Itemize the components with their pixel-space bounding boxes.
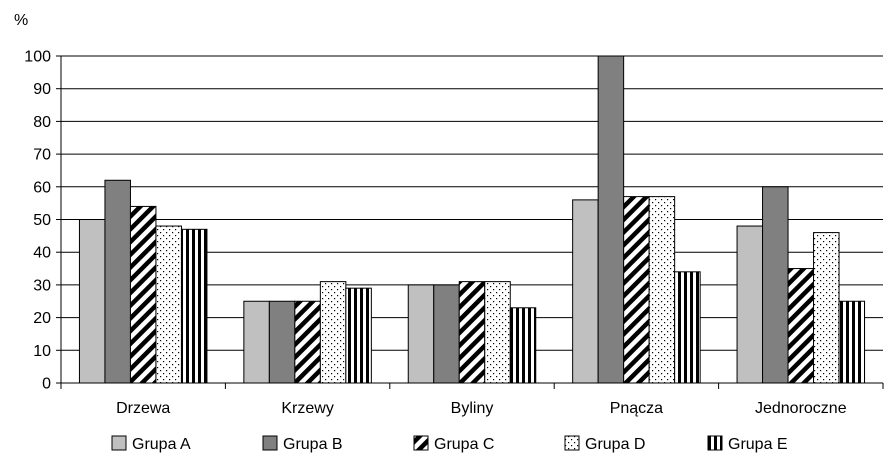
bar-5-1 bbox=[180, 228, 208, 384]
bar-2-1 bbox=[104, 179, 131, 384]
y-tick-label: 70 bbox=[33, 147, 51, 164]
y-tick-label: 100 bbox=[24, 49, 51, 66]
bar-1-5 bbox=[736, 225, 764, 384]
x-category-label: Byliny bbox=[451, 400, 494, 417]
bar-2-4 bbox=[597, 55, 625, 384]
y-tick-label: 20 bbox=[33, 310, 51, 327]
y-tick-label: 90 bbox=[33, 81, 51, 98]
bar-5-3 bbox=[509, 307, 537, 384]
legend-swatch bbox=[262, 435, 278, 451]
bar-5-2 bbox=[345, 287, 372, 384]
y-tick-label: 40 bbox=[33, 245, 51, 262]
bar-3-2 bbox=[294, 300, 321, 384]
bar-5-4 bbox=[674, 271, 701, 384]
bar-4-1 bbox=[155, 225, 182, 384]
y-axis-unit-label: % bbox=[14, 12, 28, 29]
bar-3-3 bbox=[458, 281, 486, 384]
y-tick-label: 50 bbox=[33, 212, 51, 229]
y-tick-label: 80 bbox=[33, 114, 51, 131]
bars bbox=[78, 55, 866, 384]
legend-swatch bbox=[413, 435, 429, 451]
bar-3-4 bbox=[623, 196, 650, 384]
bar-4-2 bbox=[319, 281, 347, 384]
legend-swatch bbox=[111, 435, 127, 451]
axes bbox=[60, 56, 884, 389]
x-axis-labels: Drzewa Krzewy Byliny Pnącza Jednoroczne bbox=[116, 400, 847, 417]
bar-4-4 bbox=[648, 196, 676, 384]
bar-2-5 bbox=[762, 186, 789, 384]
x-category-label: Jednoroczne bbox=[755, 400, 847, 417]
y-tick-label: 10 bbox=[33, 343, 51, 360]
bar-4-5 bbox=[813, 232, 840, 384]
y-tick-label: 60 bbox=[33, 179, 51, 196]
bar-1-2 bbox=[243, 300, 270, 384]
legend-swatch bbox=[707, 435, 723, 451]
legend-label: Grupa B bbox=[283, 436, 343, 453]
y-axis-ticks: 0 10 20 30 40 50 60 70 80 90 100 bbox=[24, 49, 61, 393]
bar-2-2 bbox=[268, 300, 296, 384]
x-category-label: Pnącza bbox=[610, 400, 663, 417]
y-tick-label: 30 bbox=[33, 277, 51, 294]
legend-label: Grupa C bbox=[434, 436, 494, 453]
bar-3-5 bbox=[787, 268, 815, 384]
bar-5-5 bbox=[838, 300, 866, 384]
legend: Grupa A Grupa B Grupa C Grupa D Grupa E bbox=[111, 435, 788, 453]
bar-3-1 bbox=[129, 205, 157, 384]
bar-1-1 bbox=[78, 219, 106, 384]
x-category-label: Krzewy bbox=[281, 400, 333, 417]
legend-label: Grupa D bbox=[585, 436, 645, 453]
bar-2-3 bbox=[433, 284, 460, 384]
bar-1-4 bbox=[572, 199, 599, 384]
legend-label: Grupa A bbox=[132, 436, 191, 453]
legend-swatch bbox=[564, 435, 580, 451]
legend-label: Grupa E bbox=[728, 436, 788, 453]
x-category-label: Drzewa bbox=[116, 400, 170, 417]
y-tick-label: 0 bbox=[42, 376, 51, 393]
bar-1-3 bbox=[407, 284, 435, 384]
bar-4-3 bbox=[484, 281, 511, 384]
